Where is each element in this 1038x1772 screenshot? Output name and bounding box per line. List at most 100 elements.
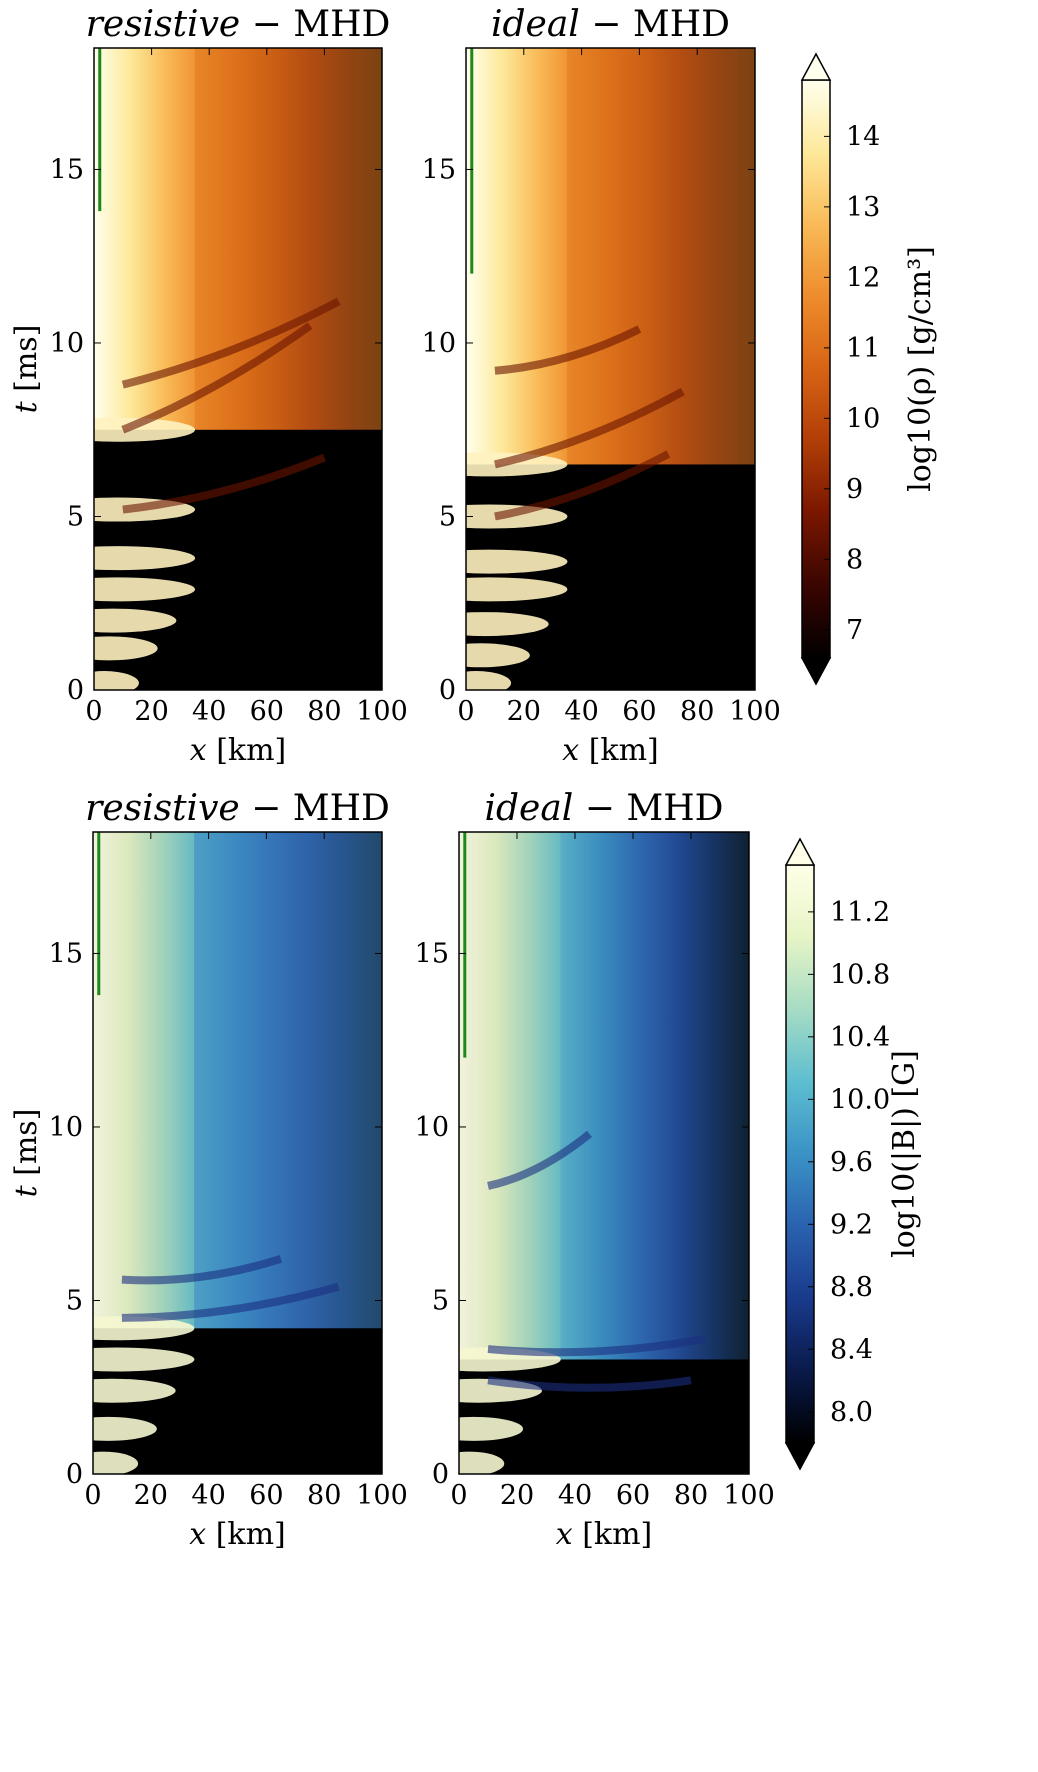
colorbar-tick-label: 11.2 — [830, 897, 890, 928]
panel-3: 0 20 40 60 80 100 0 5 10 15 resistive − MHD x [km] t… — [9, 788, 408, 1552]
y-tick-label: 10 — [49, 1112, 83, 1143]
burst-lobe — [93, 1378, 176, 1403]
colorbar-max-arrow — [800, 52, 832, 81]
x-tick-label: 40 — [192, 696, 226, 727]
colorbar-max-arrow — [784, 837, 816, 866]
density-bulk — [194, 48, 382, 430]
colorbar-gradient — [801, 79, 831, 659]
colorbar-tick-label: 12 — [846, 262, 880, 293]
burst-lobe — [459, 1451, 505, 1474]
filament — [494, 325, 642, 375]
y-tick-label: 15 — [50, 154, 84, 185]
panel-2: 0 20 40 60 80 100 0 5 10 15 ideal − MHD x [km] — [422, 4, 781, 768]
x-tick-label: 60 — [622, 696, 656, 727]
x-tick-label: 60 — [249, 1480, 283, 1511]
y-axis-label: t [ms] — [9, 325, 44, 414]
x-tick-label: 20 — [500, 1480, 534, 1511]
colorbar-tick-label: 8 — [846, 544, 863, 575]
burst-lobe — [466, 504, 568, 529]
colorbar-tick-label: 10 — [846, 403, 880, 434]
panel-title: resistive − MHD — [86, 4, 391, 45]
panel-4: 0 20 40 60 80 100 0 5 10 15 ideal − MHD x [km] — [415, 788, 775, 1552]
colorbar-tick-label: 11 — [846, 333, 880, 364]
filament — [494, 388, 685, 469]
filament — [487, 1130, 593, 1190]
panel-1: 0 20 40 60 80 100 0 5 10 15 resistive − MHD x [km] t… — [9, 4, 408, 768]
colorbar-tick-label: 13 — [846, 192, 880, 223]
density-bulk — [567, 48, 755, 465]
colorbar-label: log10(|B|) [G] — [887, 1050, 922, 1258]
y-tick-label: 0 — [66, 1459, 83, 1490]
burst-lobe — [93, 1416, 157, 1441]
x-tick-label: 40 — [558, 1480, 592, 1511]
x-axis-label: x [km] — [562, 733, 659, 768]
burst-lobe — [94, 577, 196, 602]
burst-lobe — [466, 671, 512, 690]
filament — [121, 297, 341, 389]
x-tick-label: 100 — [356, 1480, 408, 1511]
burst-lobe — [466, 452, 568, 477]
colorbar-tick-label: 9.6 — [830, 1147, 873, 1178]
x-tick-label: 80 — [307, 1480, 341, 1511]
filament — [121, 322, 313, 434]
colorbar-tick-label: 8.0 — [830, 1397, 873, 1428]
x-axis-label: x [km] — [556, 1517, 653, 1552]
panel-frame — [465, 47, 756, 691]
filament — [121, 1282, 340, 1322]
panel-frame — [93, 47, 383, 691]
x-tick-label: 20 — [134, 696, 168, 727]
x-tick-label: 100 — [729, 696, 781, 727]
panel-frame — [458, 831, 750, 1475]
x-tick-label: 80 — [680, 696, 714, 727]
burst-lobe — [466, 577, 568, 602]
x-tick-label: 100 — [356, 696, 408, 727]
burst-lobe — [93, 1347, 195, 1372]
burst-lobe — [94, 671, 139, 690]
colorbar-tick-label: 8.8 — [830, 1272, 873, 1303]
colorbar-label: log10(ρ) [g/cm³] — [903, 246, 938, 492]
x-tick-label: 0 — [85, 696, 102, 727]
burst-lobe — [94, 636, 158, 661]
burst-lobe — [466, 549, 568, 574]
y-tick-label: 0 — [67, 675, 84, 706]
colorbar-field: 8.0 8.4 8.8 9.2 9.6 10.0 10.4 10.8 11.2 log10(|B|… — [784, 837, 922, 1471]
colorbar-tick-label: 9.2 — [830, 1209, 873, 1240]
colorbar-density: 7 8 9 10 11 12 13 14 log10(ρ) [g/cm³] — [800, 52, 938, 686]
colorbar-tick-label: 9 — [846, 474, 863, 505]
y-tick-label: 15 — [415, 938, 449, 969]
filament — [487, 1376, 692, 1392]
y-tick-label: 5 — [432, 1285, 449, 1316]
panel-frame — [92, 831, 383, 1475]
x-tick-label: 60 — [250, 696, 284, 727]
x-tick-label: 60 — [616, 1480, 650, 1511]
burst-lobe — [94, 417, 196, 442]
burst-lobe — [466, 612, 549, 637]
colorbar-tick-label: 10.4 — [830, 1022, 890, 1053]
burst-lobe — [94, 608, 177, 633]
panel-title: ideal − MHD — [484, 788, 723, 829]
x-tick-label: 80 — [307, 696, 341, 727]
colorbar-tick-label: 14 — [846, 121, 880, 152]
y-axis-label: t [ms] — [9, 1109, 44, 1198]
y-tick-label: 0 — [432, 1459, 449, 1490]
x-tick-label: 40 — [564, 696, 598, 727]
colorbar-min-arrow — [800, 657, 832, 686]
filament — [487, 1334, 707, 1357]
colorbar-tick-label: 10.8 — [830, 959, 890, 990]
colorbar-tick-label: 8.4 — [830, 1334, 873, 1365]
y-tick-label: 5 — [67, 501, 84, 532]
field-bulk — [560, 832, 749, 1360]
burst-lobe — [466, 643, 530, 668]
y-tick-label: 5 — [66, 1285, 83, 1316]
burst-lobe — [93, 1451, 139, 1474]
colorbar-tick-label: 7 — [846, 615, 863, 646]
x-axis-label: x [km] — [190, 733, 287, 768]
x-tick-label: 100 — [723, 1480, 775, 1511]
x-tick-label: 0 — [84, 1480, 101, 1511]
y-tick-label: 10 — [50, 328, 84, 359]
x-tick-label: 80 — [674, 1480, 708, 1511]
y-tick-label: 5 — [439, 501, 456, 532]
x-tick-label: 40 — [191, 1480, 225, 1511]
colorbar-min-arrow — [784, 1442, 816, 1471]
